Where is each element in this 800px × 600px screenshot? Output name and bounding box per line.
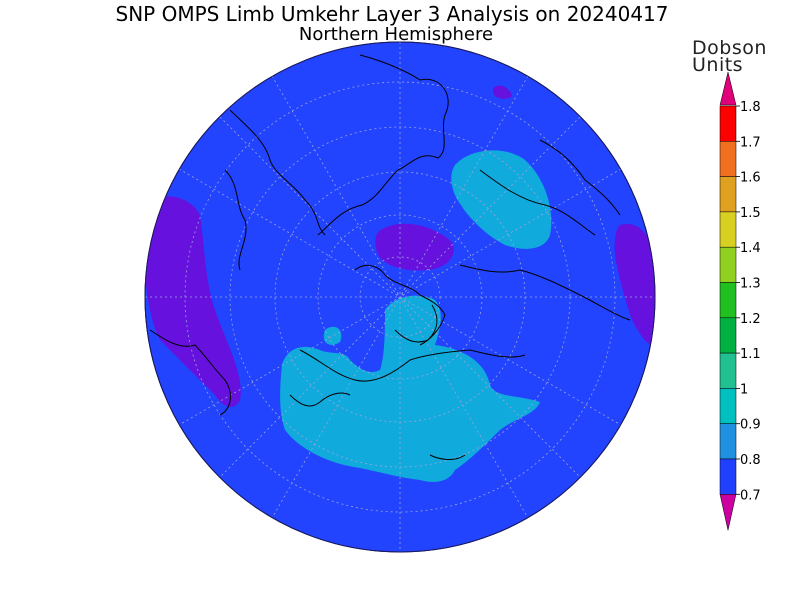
graticule [145, 42, 655, 552]
colorbar-tick-label: 1.4 [740, 241, 761, 256]
colorbar-box [719, 352, 737, 389]
colorbar-box [719, 176, 737, 213]
colorbar-box [719, 246, 737, 283]
low-region-east [614, 224, 655, 346]
colorbar-bottom-arrow [719, 494, 737, 531]
low-region-top [493, 85, 512, 99]
polar-map [144, 41, 656, 553]
map-disk-outline [144, 41, 656, 553]
colorbar-tick-label: 0.9 [740, 418, 761, 433]
colorbar-units-label: Dobson Units [692, 37, 767, 76]
coastlines [149, 54, 631, 460]
low-region-center [375, 223, 454, 271]
colorbar-top-arrow [719, 71, 737, 106]
colorbar-box [719, 105, 737, 142]
colorbar-box [719, 211, 737, 248]
colorbar-box [719, 141, 737, 177]
high-region-south [280, 295, 540, 482]
colorbar-tick-label: 1.6 [740, 171, 761, 186]
colorbar-tick-label: 1.1 [740, 347, 761, 362]
colorbar-tick-label: 1.8 [740, 100, 761, 115]
colorbar-tick-label: 1.2 [740, 312, 761, 327]
colorbar-tick-label: 1.3 [740, 277, 761, 292]
colorbar-tick-label: 0.8 [740, 453, 761, 468]
low-region-west [145, 196, 241, 407]
colorbar-box [719, 458, 737, 495]
colorbar-units-line1: Dobson [692, 37, 767, 59]
colorbar-box [719, 423, 737, 460]
high-region-small [323, 326, 342, 345]
high-region-northeast [451, 150, 552, 249]
chart-title: SNP OMPS Limb Umkehr Layer 3 Analysis on… [115, 2, 669, 26]
colorbar-tick-label: 1.5 [740, 206, 761, 221]
colorbar-tick-label: 1 [740, 382, 748, 397]
colorbar-tick-label: 1.7 [740, 135, 761, 150]
colorbar-box [719, 388, 737, 424]
chart-subtitle: Northern Hemisphere [298, 24, 494, 45]
colorbar: 1.8 1.7 1.6 1.5 1.4 1.3 1.2 1.1 1 0.9 0.8 0.7 [719, 71, 761, 531]
colorbar-tick-label: 0.7 [740, 488, 761, 503]
colorbar-box [719, 317, 737, 354]
colorbar-box [719, 282, 737, 319]
colorbar-units-line2: Units [692, 54, 744, 76]
